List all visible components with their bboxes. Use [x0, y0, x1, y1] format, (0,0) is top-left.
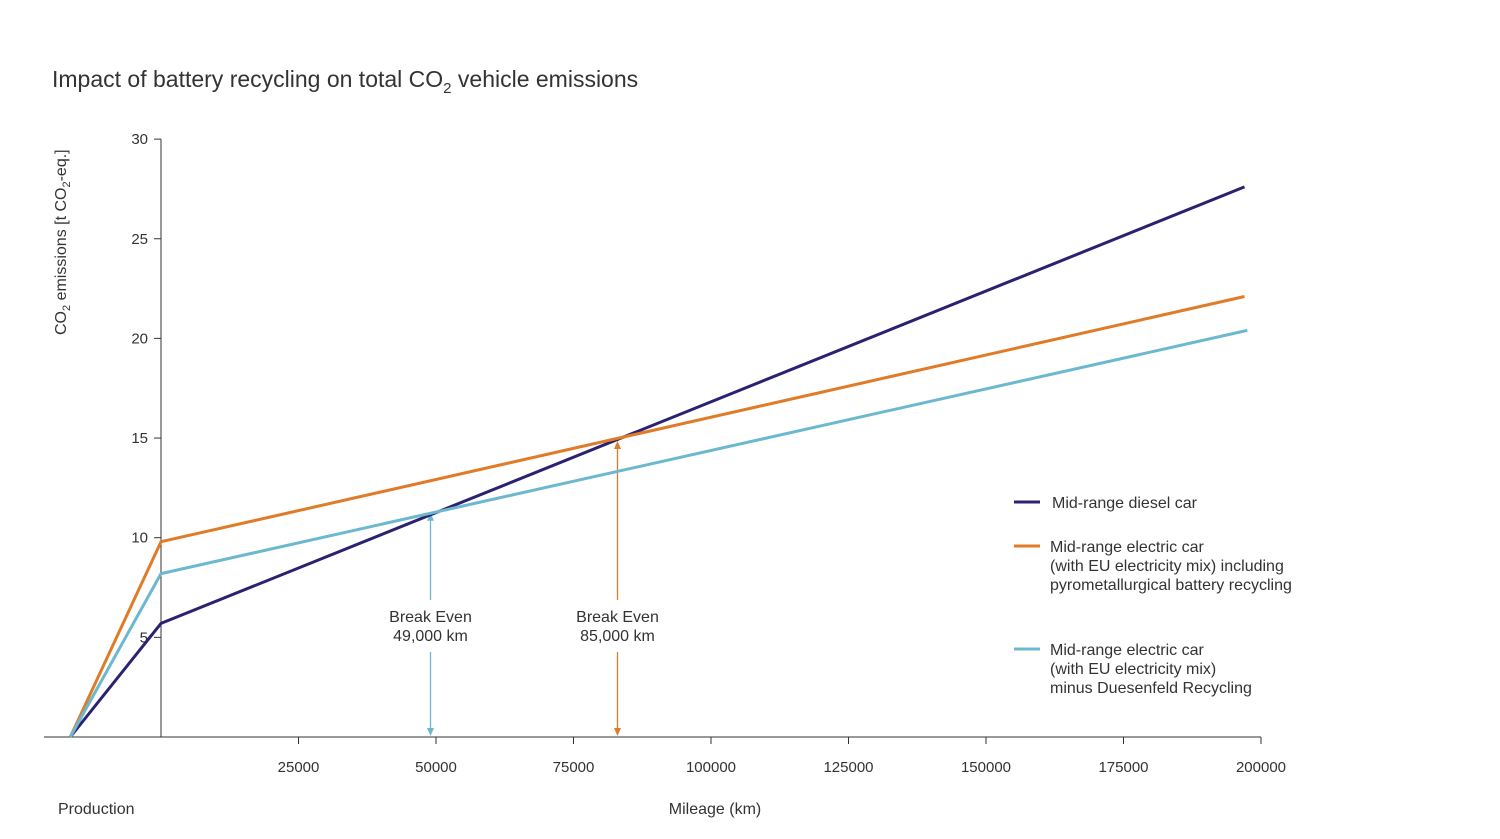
x-tick-label: 75000 [553, 759, 595, 776]
x-tick-label: 200000 [1236, 759, 1286, 776]
x-tick-label: 150000 [961, 759, 1011, 776]
chart-title-subscript: 2 [443, 80, 451, 97]
y-axis-title-prefix: CO [53, 311, 70, 335]
y-tick-label: 15 [131, 430, 148, 447]
legend-label-2: pyrometallurgical battery recycling [1050, 577, 1292, 594]
y-axis-title: CO2 emissions [t CO2-eq.] [53, 149, 73, 335]
production-label: Production [58, 801, 135, 818]
y-axis-title-mid: emissions [t CO [53, 188, 70, 305]
chart-title: Impact of battery recycling on total CO2… [52, 66, 638, 97]
y-tick-label: 5 [140, 629, 148, 646]
y-axis-title-sub2: 2 [61, 181, 73, 187]
legend-label-2: (with EU electricity mix) including [1050, 558, 1284, 575]
break-even-arrowhead-down [614, 728, 621, 736]
legend-label-3: minus Duesenfeld Recycling [1050, 680, 1252, 697]
legend-label-3: Mid-range electric car [1050, 642, 1205, 659]
break-even-arrowhead-up [614, 441, 621, 450]
legend-label-1: Mid-range diesel car [1052, 495, 1198, 512]
x-tick-label: 125000 [823, 759, 873, 776]
y-axis-title-sub: 2 [61, 305, 73, 311]
x-tick-label: 25000 [278, 759, 320, 776]
x-axis-title: Mileage (km) [669, 801, 761, 818]
y-tick-label: 10 [131, 530, 148, 547]
legend: Mid-range diesel car Mid-range electric c… [1014, 495, 1292, 697]
y-tick-label: 25 [131, 231, 148, 248]
break-even-arrowhead-up [427, 512, 434, 521]
legend-label-3: (with EU electricity mix) [1050, 661, 1216, 678]
break-even-label: Break Even [576, 609, 659, 626]
y-axis-title-suffix: -eq.] [53, 149, 70, 181]
chart-title-suffix: vehicle emissions [452, 66, 639, 92]
series [68, 185, 1248, 738]
legend-label-2: Mid-range electric car [1050, 539, 1205, 556]
break-even-arrowhead-down [427, 728, 434, 736]
break-even-label: Break Even [389, 609, 472, 626]
series-line-1 [69, 185, 1246, 738]
y-tick-label: 20 [131, 330, 148, 347]
chart-title-main: Impact of battery recycling on total CO [52, 66, 443, 92]
axes: 25000 50000 75000 100000 125000 150000 175000 2… [44, 131, 1286, 776]
series-line-3 [68, 328, 1248, 738]
break-even-label: 85,000 km [580, 628, 655, 645]
x-tick-label: 50000 [415, 759, 457, 776]
annotations: Break Even 49,000 km Break Even 85,000 km [389, 441, 659, 736]
x-tick-label: 100000 [686, 759, 736, 776]
series-line-2 [68, 295, 1245, 738]
x-tick-label: 175000 [1098, 759, 1148, 776]
y-tick-label: 30 [131, 131, 148, 148]
break-even-label: 49,000 km [393, 628, 468, 645]
